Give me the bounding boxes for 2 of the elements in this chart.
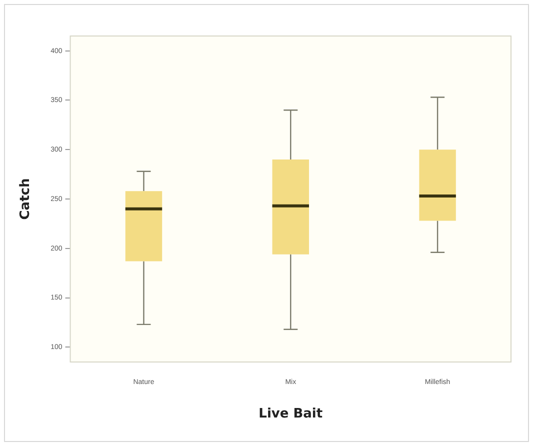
x-axis-title: Live Bait [258,406,323,422]
y-axis-title: Catch [18,178,34,220]
